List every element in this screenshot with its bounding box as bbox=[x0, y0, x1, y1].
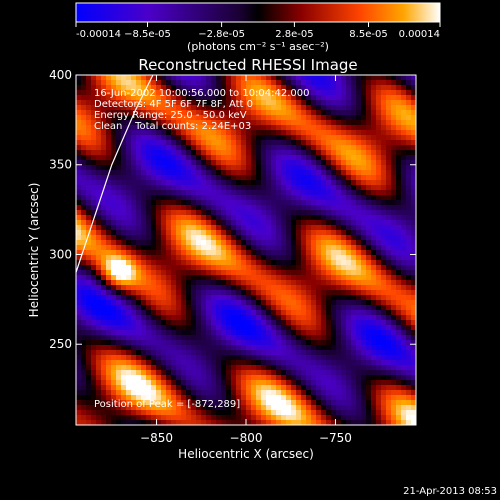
y-tick-label: 250 bbox=[49, 337, 72, 351]
colorbar-tick-label: -0.00014 bbox=[76, 29, 121, 40]
heatmap-image bbox=[76, 75, 416, 425]
colorbar-tick-label: −2.8e-05 bbox=[198, 29, 245, 40]
annotation-energy-range: Energy Range: 25.0 - 50.0 keV bbox=[94, 110, 247, 121]
x-tick-label: −800 bbox=[230, 431, 263, 445]
x-tick-label: −850 bbox=[140, 431, 173, 445]
colorbar-ticks: -0.00014 −8.5e-05 −2.8e-05 2.8e-05 8.5e-05 0.… bbox=[75, 22, 441, 40]
y-tick-label: 350 bbox=[49, 158, 72, 172]
annotation-clean-counts: Clean Total counts: 2.24E+03 bbox=[94, 121, 251, 132]
y-axis-label: Heliocentric Y (arcsec) bbox=[27, 183, 41, 318]
x-axis: −850 −800 −750 bbox=[140, 75, 352, 445]
footer-timestamp: 21-Apr-2013 08:53 bbox=[403, 486, 497, 497]
y-axis: 250 300 350 400 bbox=[49, 68, 416, 351]
annotation-peak-position: Position of Peak = [-872,289] bbox=[94, 399, 240, 410]
colorbar-tick-label: 2.8e-05 bbox=[275, 29, 313, 40]
colorbar-tick-label: 8.5e-05 bbox=[349, 29, 387, 40]
x-axis-label: Heliocentric X (arcsec) bbox=[178, 447, 314, 461]
y-tick-label: 300 bbox=[49, 247, 72, 261]
x-tick-label: −750 bbox=[319, 431, 352, 445]
solar-limb-curve bbox=[76, 75, 154, 273]
colorbar-tick-label: 0.00014 bbox=[399, 29, 440, 40]
chart-title: Reconstructed RHESSI Image bbox=[138, 56, 357, 74]
y-tick-label: 400 bbox=[49, 68, 72, 82]
annotation-detectors: Detectors: 4F 5F 6F 7F 8F, Att 0 bbox=[94, 99, 253, 110]
colorbar-tick-label: −8.5e-05 bbox=[124, 29, 171, 40]
colorbar-unit-label: (photons cm⁻² s⁻¹ asec⁻²) bbox=[187, 40, 329, 53]
annotation-time-range: 16-Jun-2002 10:00:56.000 to 10:04:42.000 bbox=[94, 88, 310, 99]
colorbar bbox=[75, 2, 441, 23]
